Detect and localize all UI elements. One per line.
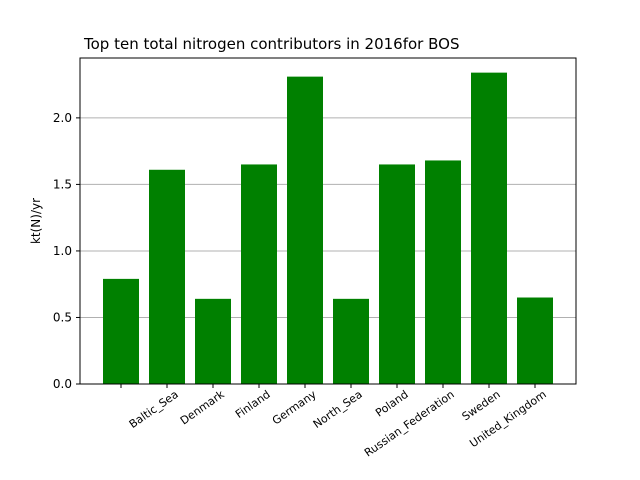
bar (333, 298, 369, 384)
bar (195, 298, 231, 384)
y-tick-label: 1.0 (53, 244, 72, 258)
y-tick-label: 1.5 (53, 177, 72, 191)
bars (103, 72, 553, 385)
bar (103, 278, 139, 384)
x-tick-label: North_Sea (311, 388, 365, 431)
bar (149, 169, 185, 384)
x-tick-label: Baltic_Sea (127, 388, 181, 431)
y-tick-label: 0.0 (53, 377, 72, 391)
bar (471, 72, 507, 385)
bar (287, 76, 323, 384)
y-axis-label: kt(N)/yr (29, 198, 43, 244)
y-tick-label: 2.0 (53, 111, 72, 125)
plot-frame (79, 57, 577, 385)
bar (425, 160, 461, 384)
chart-title: Top ten total nitrogen contributors in 2… (83, 35, 459, 53)
x-tick-label: Sweden (460, 388, 503, 424)
x-tick-label: United_Kingdom (467, 388, 548, 450)
x-tick-label: Denmark (178, 387, 227, 427)
bar (241, 164, 277, 384)
bar (379, 164, 415, 384)
x-tick-label: Poland (373, 388, 411, 420)
y-tick-label: 0.5 (53, 310, 72, 324)
x-tick-label: Finland (233, 388, 273, 421)
y-axis: 0.0 0.5 1.0 1.5 2.0 (53, 111, 80, 391)
bar (517, 297, 553, 384)
